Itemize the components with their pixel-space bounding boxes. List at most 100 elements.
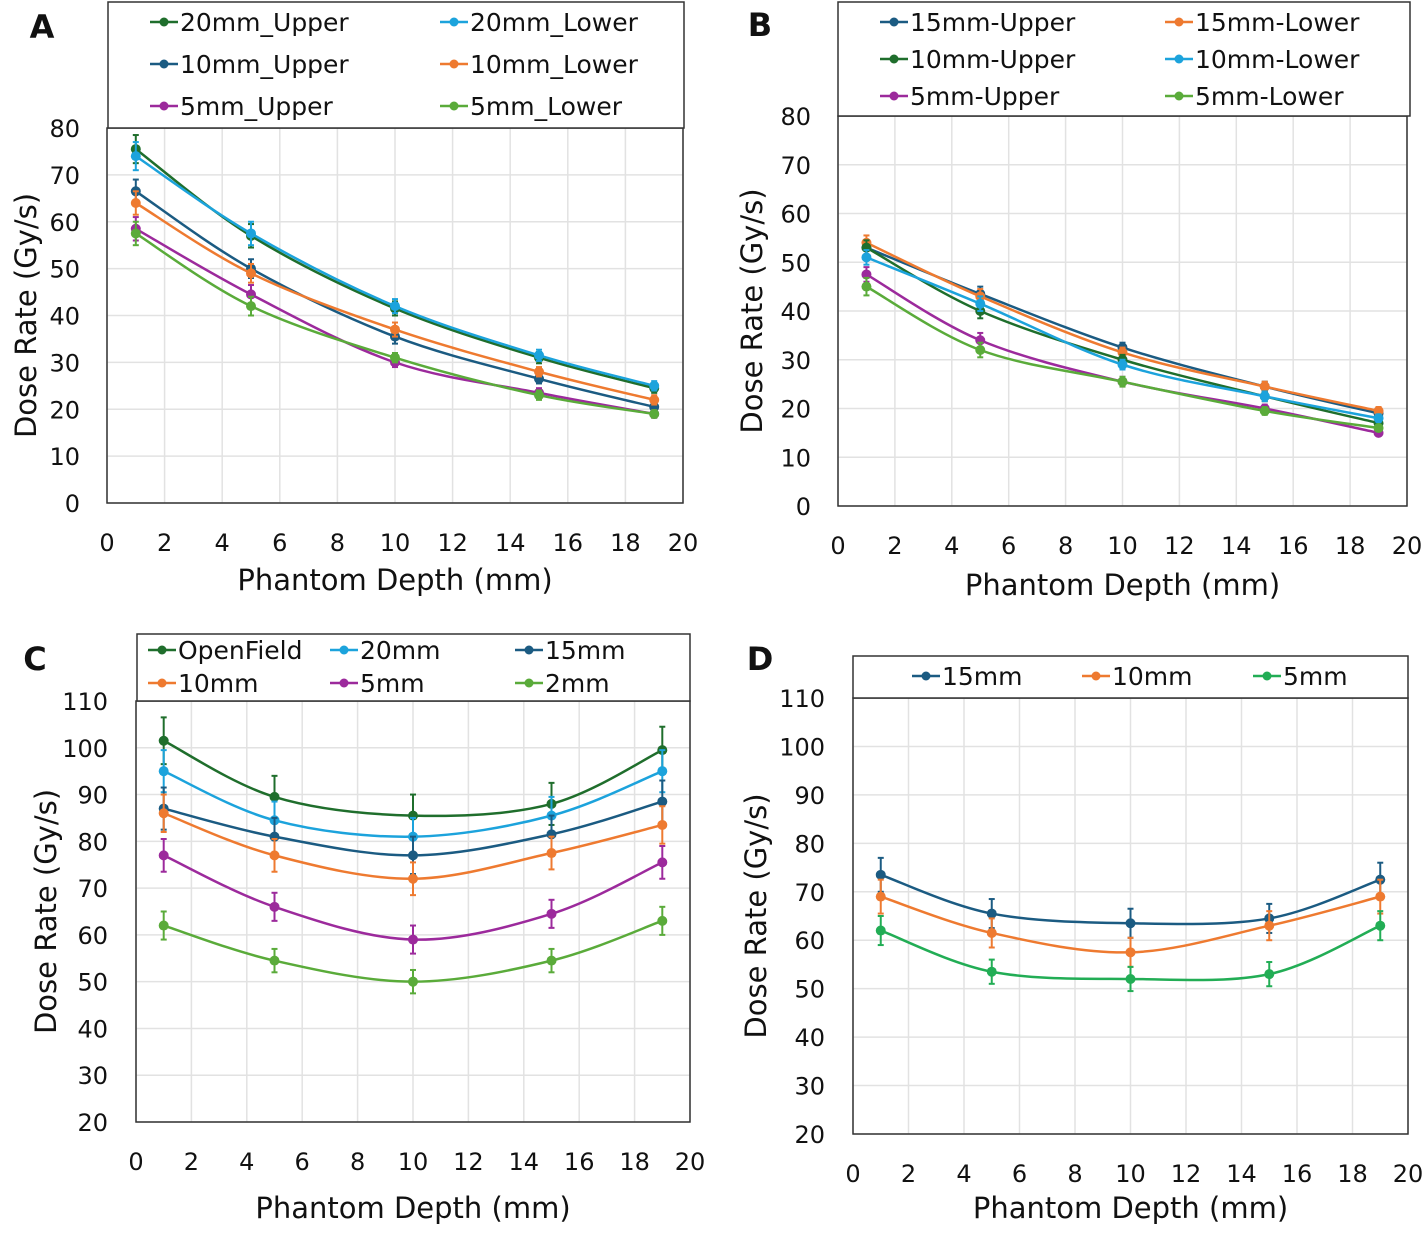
y-tick-label: 20 (49, 396, 80, 424)
data-point (130, 198, 141, 208)
y-tick-label: 30 (49, 349, 80, 377)
legend-entry: 5mm (1253, 662, 1348, 691)
x-tick-label: 0 (128, 1148, 143, 1176)
data-point (1125, 947, 1136, 958)
legend-label: 5mm (1283, 662, 1348, 691)
legend-entry: 5mm-Lower (1165, 82, 1344, 111)
x-tick-label: 8 (1058, 532, 1073, 560)
legend-label: 5mm-Lower (1195, 82, 1344, 111)
legend-label: 15mm (545, 636, 626, 665)
y-tick-label: 20 (794, 1121, 825, 1149)
y-tick-label: 30 (794, 1073, 825, 1101)
legend-entry: 20mm_Lower (440, 8, 639, 37)
data-point (1125, 918, 1136, 929)
data-point (657, 796, 668, 807)
panel-d: 0 2 4 6 8 10 12 14 16 18 20 20 30 40 50 60 70 80 90 100 110 P… (739, 640, 1423, 1225)
legend-label: 5mm_Upper (180, 92, 334, 121)
data-point (390, 301, 400, 312)
legend-marker (889, 91, 899, 101)
data-point (546, 908, 557, 919)
legend-label: 10mm-Upper (910, 45, 1076, 74)
data-point (130, 228, 141, 239)
x-tick-label: 2 (184, 1148, 199, 1176)
legend-entry: OpenField (148, 636, 302, 665)
legend-marker (339, 678, 349, 688)
data-point (1264, 920, 1275, 931)
data-point (1373, 423, 1384, 433)
legend-label: 20mm (360, 636, 441, 665)
data-point (875, 869, 886, 880)
series-20mm-lower (130, 141, 660, 392)
legend-marker (524, 678, 534, 688)
legend-entry: 15mm-Lower (1165, 8, 1360, 37)
series-10mm (875, 878, 1386, 968)
legend-marker (921, 671, 931, 681)
data-point (657, 819, 668, 830)
legend-marker (1091, 671, 1101, 681)
panel-a: 0 2 4 6 8 10 12 14 16 18 20 0 10 20 30 40 50 60 70 80 Phanto… (9, 1, 699, 597)
data-point (975, 345, 986, 355)
data-point (875, 925, 886, 936)
data-point (986, 908, 997, 919)
data-point (1375, 920, 1386, 931)
data-point (534, 366, 544, 377)
y-axis-title: Dose Rate (Gy/s) (29, 789, 63, 1034)
data-point (269, 850, 280, 861)
legend-entry: 5mm_Upper (150, 92, 334, 121)
x-axis-title: Phantom Depth (mm) (965, 568, 1280, 602)
legend-entry: 20mm_Upper (150, 8, 349, 37)
legend-label: 10mm_Upper (180, 50, 349, 79)
legend-label: 15mm (942, 662, 1023, 691)
data-point (408, 850, 418, 861)
legend-entry: 10mm-Upper (880, 45, 1076, 74)
legend-entry: 2mm (515, 669, 610, 698)
panel-c: 0 2 4 6 8 10 12 14 16 18 20 20 30 40 50 60 70 80 90 100 110 P… (23, 633, 705, 1225)
legend-label: 15mm-Upper (910, 8, 1076, 37)
x-tick-label: 6 (295, 1148, 310, 1176)
y-tick-label: 100 (62, 735, 108, 763)
x-tick-label: 20 (668, 529, 699, 557)
x-tick-label: 18 (619, 1148, 650, 1176)
legend-marker (449, 59, 459, 69)
data-point (158, 850, 169, 861)
x-tick-label: 12 (453, 1148, 484, 1176)
data-point (975, 298, 986, 309)
x-tick-label: 4 (239, 1148, 254, 1176)
x-tick-label: 16 (1282, 1160, 1313, 1188)
data-point (657, 857, 668, 868)
panel-label: B (748, 6, 772, 44)
panel-b: 0 2 4 6 8 10 12 14 16 18 20 0 10 20 30 40 50 60 70 80 Phanto… (735, 1, 1422, 602)
x-tick-label: 4 (215, 529, 230, 557)
data-point (158, 766, 169, 777)
x-tick-label: 6 (272, 529, 287, 557)
legend-box (136, 633, 691, 702)
legend-entry: 5mm_Lower (440, 92, 623, 121)
y-tick-label: 60 (77, 922, 108, 950)
x-tick-label: 18 (610, 529, 641, 557)
data-point (1117, 359, 1128, 370)
data-point (875, 891, 886, 902)
data-point (534, 350, 544, 361)
y-tick-label: 40 (77, 1015, 108, 1043)
x-tick-label: 6 (1001, 532, 1016, 560)
data-point (657, 915, 668, 926)
data-point (390, 324, 400, 335)
x-tick-label: 8 (330, 529, 345, 557)
legend-label: 20mm_Lower (470, 8, 639, 37)
x-tick-label: 4 (944, 532, 959, 560)
y-tick-label: 100 (779, 733, 825, 761)
legend-box (852, 655, 1409, 699)
legend-entry: 15mm-Upper (880, 8, 1076, 37)
y-tick-label: 90 (794, 782, 825, 810)
x-tick-label: 16 (1278, 532, 1309, 560)
data-point (986, 966, 997, 977)
legend-entry: 15mm (515, 636, 626, 665)
y-tick-label: 40 (794, 1024, 825, 1052)
legend-entry: 20mm (330, 636, 441, 665)
y-tick-label: 30 (77, 1062, 108, 1090)
panel-label: C (23, 640, 46, 678)
data-point (1117, 376, 1128, 387)
data-point (649, 408, 660, 419)
y-tick-label: 50 (780, 249, 811, 277)
legend-label: 5mm (360, 669, 425, 698)
